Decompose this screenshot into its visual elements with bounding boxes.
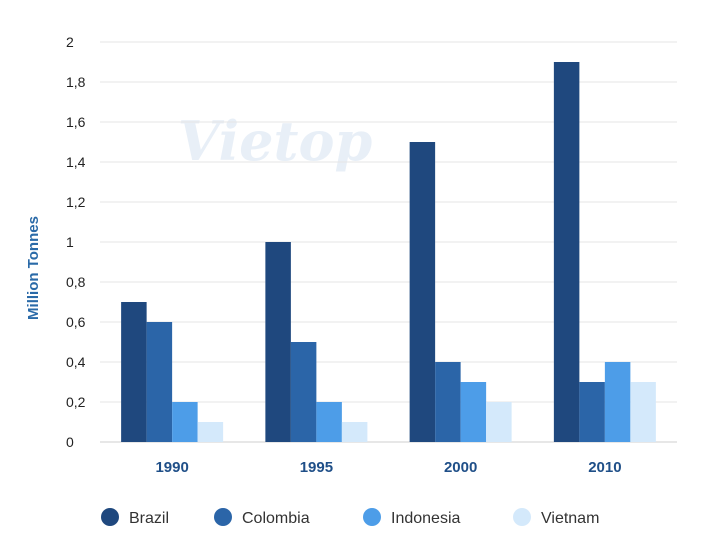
y-tick-label: 0,2: [66, 394, 86, 410]
legend-label-vietnam: Vietnam: [541, 510, 599, 527]
y-axis-label: Million Tonnes: [25, 216, 42, 320]
bar-vietnam-1995: [341, 422, 368, 442]
y-tick-label: 2: [66, 34, 74, 50]
legend-marker-indonesia: [363, 508, 381, 526]
bar-colombia-1990: [146, 322, 173, 442]
y-tick-label: 0,8: [66, 274, 86, 290]
legend-label-colombia: Colombia: [242, 510, 310, 527]
bar-brazil-1995: [265, 242, 291, 442]
y-tick-label: 1,4: [66, 154, 86, 170]
legend-marker-colombia: [214, 508, 232, 526]
y-axis-ticks: 0 0,2 0,4 0,6 0,8 1 1,2 1,4 1,6 1,8 2: [66, 34, 86, 450]
y-tick-label: 1,2: [66, 194, 86, 210]
bar-indonesia-2000: [460, 382, 487, 442]
watermark: Vietop: [178, 109, 373, 173]
y-tick-label: 0,6: [66, 314, 86, 330]
y-tick-label: 1: [66, 234, 74, 250]
bar-brazil-2000: [409, 142, 436, 442]
y-tick-label: 1,8: [66, 74, 86, 90]
legend-label-indonesia: Indonesia: [391, 510, 460, 527]
bar-brazil-1990: [121, 302, 147, 442]
x-category-label: 2000: [444, 459, 477, 476]
legend-label-brazil: Brazil: [129, 510, 169, 527]
bars: [121, 62, 656, 442]
bar-indonesia-1990: [172, 402, 198, 442]
y-tick-label: 0,4: [66, 354, 86, 370]
bar-vietnam-2000: [486, 402, 512, 442]
bar-brazil-2010: [553, 62, 580, 442]
y-tick-label: 0: [66, 434, 74, 450]
x-category-label: 1990: [155, 459, 188, 476]
y-tick-label: 1,6: [66, 114, 86, 130]
bar-colombia-2010: [579, 382, 605, 442]
bar-indonesia-2010: [604, 362, 631, 442]
legend-marker-brazil: [101, 508, 119, 526]
legend-marker-vietnam: [513, 508, 531, 526]
x-category-label: 2010: [588, 459, 621, 476]
legend: Brazil Colombia Indonesia Vietnam: [101, 508, 599, 527]
bar-colombia-2000: [435, 362, 461, 442]
x-axis-categories: 1990 1995 2000 2010: [155, 459, 621, 476]
bar-indonesia-1995: [316, 402, 342, 442]
x-category-label: 1995: [300, 459, 333, 476]
bar-colombia-1995: [290, 342, 317, 442]
bar-vietnam-2010: [630, 382, 656, 442]
bar-vietnam-1990: [197, 422, 224, 442]
